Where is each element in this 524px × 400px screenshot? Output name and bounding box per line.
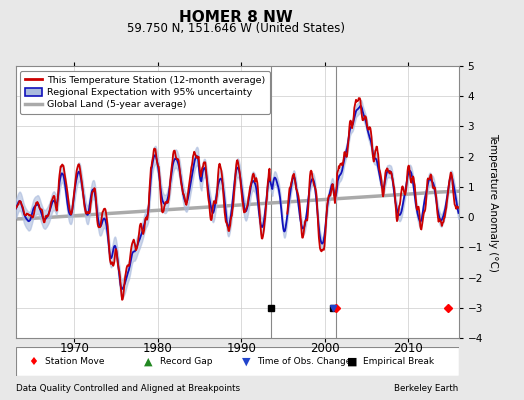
Text: ▲: ▲ <box>144 357 153 366</box>
Text: 59.750 N, 151.646 W (United States): 59.750 N, 151.646 W (United States) <box>127 22 345 35</box>
Y-axis label: Temperature Anomaly (°C): Temperature Anomaly (°C) <box>488 132 498 272</box>
Text: Station Move: Station Move <box>45 357 104 366</box>
Text: HOMER 8 NW: HOMER 8 NW <box>179 10 293 25</box>
Text: Data Quality Controlled and Aligned at Breakpoints: Data Quality Controlled and Aligned at B… <box>16 384 240 393</box>
Legend: This Temperature Station (12-month average), Regional Expectation with 95% uncer: This Temperature Station (12-month avera… <box>20 71 270 114</box>
Text: Berkeley Earth: Berkeley Earth <box>394 384 458 393</box>
Text: 2000: 2000 <box>310 342 340 355</box>
Text: Time of Obs. Change: Time of Obs. Change <box>257 357 352 366</box>
Text: Empirical Break: Empirical Break <box>363 357 434 366</box>
Text: Record Gap: Record Gap <box>160 357 212 366</box>
Text: 1980: 1980 <box>143 342 172 355</box>
Text: ♦: ♦ <box>28 357 38 366</box>
FancyBboxPatch shape <box>16 347 458 376</box>
Text: 1990: 1990 <box>226 342 256 355</box>
Text: 2010: 2010 <box>394 342 423 355</box>
Text: 1970: 1970 <box>59 342 89 355</box>
Text: ■: ■ <box>347 357 357 366</box>
Text: ▼: ▼ <box>242 357 250 366</box>
